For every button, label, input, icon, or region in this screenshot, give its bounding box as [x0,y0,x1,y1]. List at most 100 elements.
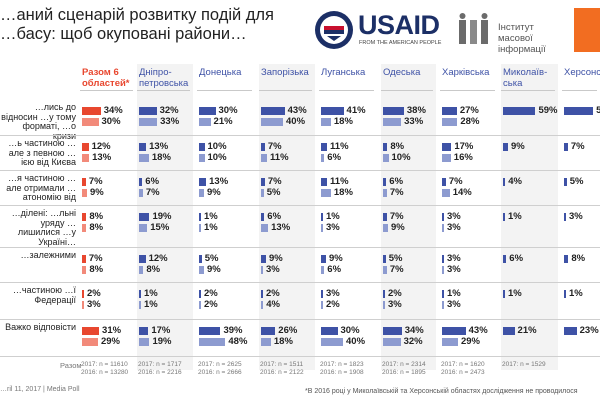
data-label: 43% [287,105,307,116]
data-label: 6% [509,253,524,264]
bar [199,178,207,186]
data-label: 14% [452,187,472,198]
bar [261,118,283,126]
bar [199,107,216,115]
bar [199,255,202,263]
sample-size-2016: 2016: n = 2666 [198,369,242,376]
bar [442,266,444,274]
data-label: 1% [204,211,218,222]
bar [321,338,343,346]
sample-size-2017: 2017: n = 1717 [138,361,182,368]
data-label: 7% [267,141,282,152]
data-label: 33% [404,116,424,127]
bar [383,107,404,115]
data-label: 23% [579,325,599,336]
header-underline [80,90,133,91]
bar [261,224,269,232]
data-label: 32% [403,336,423,347]
data-label: 6% [145,176,160,187]
bar [139,327,149,335]
column-header: Дніпро-петровська [139,67,189,89]
bar [442,213,444,221]
data-label: 16% [453,152,473,163]
bar [199,189,204,197]
bar [199,327,221,335]
bar [321,154,325,162]
data-label: 2% [326,299,340,310]
data-label: 7% [389,211,404,222]
column-header: Разом 6 областей* [82,67,130,89]
bar [139,266,144,274]
data-label: 30% [340,325,360,336]
bar [383,154,389,162]
sample-size-label: Разом [60,361,82,370]
bar [139,189,143,197]
bar [261,143,265,151]
data-label: 1% [204,222,218,233]
bar [82,301,84,309]
row-label: …ділені: …льні уряду …лишилися …у Україн… [11,208,76,247]
usaid-logo: USAID FROM THE AMERICAN PEOPLE [314,10,444,52]
bar [321,266,325,274]
bar [383,266,387,274]
data-label: 9% [206,187,221,198]
imi-name: Інститут масової інформації [498,22,546,55]
footer: …ril 11, 2017 | Media Poll [0,386,80,393]
bar [261,327,276,335]
sample-size-2017: 2017: n = 2314 [382,361,426,368]
row-separator [0,170,600,171]
data-label: 9% [328,253,343,264]
bar [503,107,536,115]
column-header: Херсонська [564,67,600,78]
bar [383,290,385,298]
data-label: 9% [206,264,221,275]
sample-size-2017: 2017: n = 11610 [81,361,128,368]
bar [261,290,263,298]
column-header: Харківська [442,67,490,78]
data-label: 10% [391,152,411,163]
bar [442,290,444,298]
sample-size-2016: 2016: n = 2122 [260,369,304,376]
data-label: 3% [326,222,340,233]
bar [564,213,566,221]
bar [82,327,100,335]
data-label: 1% [144,299,158,310]
bar [383,143,388,151]
bar [321,118,331,126]
data-label: 4% [266,299,280,310]
row-label: …я частиною …але отримали …атономію від [6,173,76,202]
bar [82,154,90,162]
data-label: 3% [447,299,461,310]
partner-logo [574,8,600,52]
data-label: 5% [204,253,219,264]
bar [383,301,385,309]
bar [321,301,323,309]
data-label: 10% [207,152,227,163]
data-label: 9% [268,253,283,264]
bar [564,255,569,263]
data-label: 27% [459,105,479,116]
data-label: 7% [267,176,282,187]
data-label: 1% [569,288,583,299]
data-label: 3% [447,222,461,233]
bar [139,301,141,309]
bar [442,118,458,126]
bar [139,143,147,151]
bar [503,255,507,263]
bar [82,255,86,263]
data-label: 31% [102,325,122,336]
data-label: 11% [330,176,349,187]
bar [139,178,143,186]
bar [564,290,566,298]
chart-title: …аний сценарій розвитку подій для …басу:… [0,6,274,43]
data-label: 30% [101,116,121,127]
bar [82,224,87,232]
bar [199,118,211,126]
bar [321,107,344,115]
column-header: Одеська [383,67,421,78]
bar [564,143,568,151]
data-label: 13% [209,176,229,187]
bar [442,338,458,346]
bar [82,266,87,274]
data-label: 2% [388,288,402,299]
